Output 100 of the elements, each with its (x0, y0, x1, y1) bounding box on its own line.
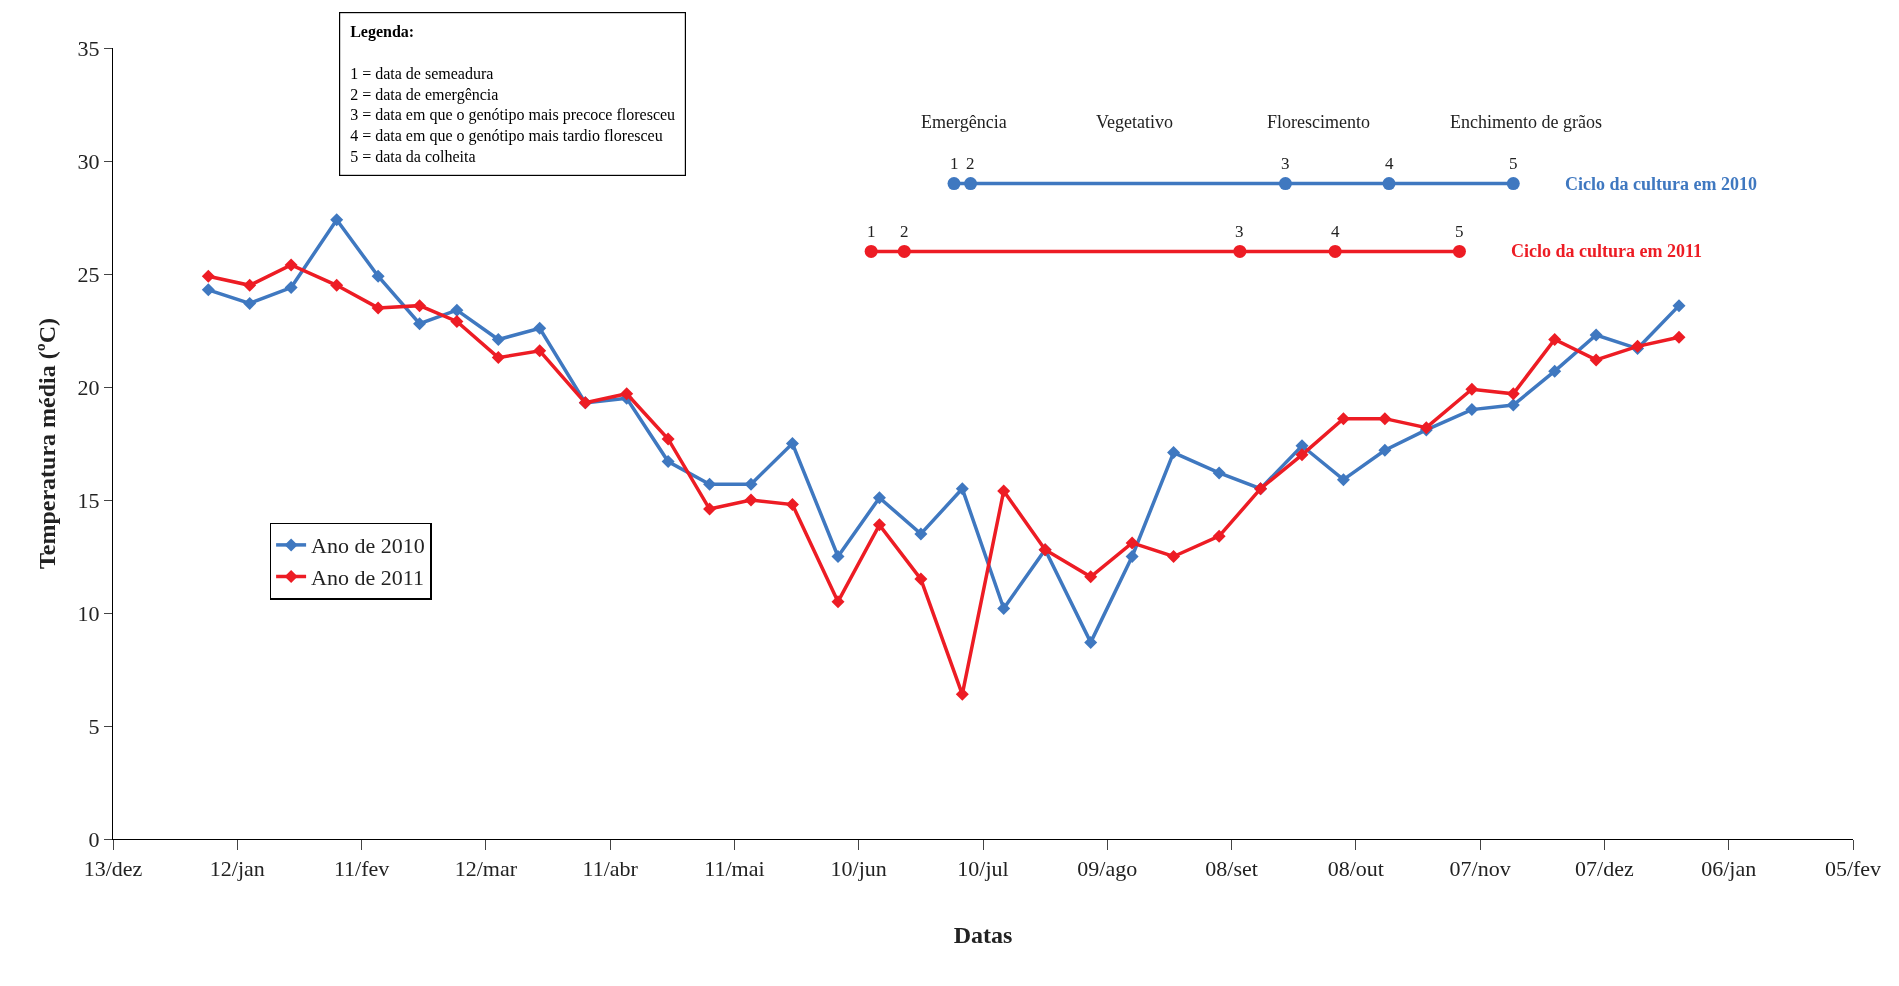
x-axis-title: Datas (953, 921, 1013, 948)
point (955, 482, 969, 496)
point (1452, 244, 1466, 258)
annotation: 3 = data em que o genótipo mais precoce floresceu (350, 106, 676, 125)
point (1212, 466, 1226, 480)
y-tick-label: 15 (77, 487, 100, 513)
point (1506, 398, 1520, 412)
x-tick-label: 13/dez (83, 856, 143, 882)
point (744, 493, 758, 507)
point (831, 550, 845, 563)
point (450, 303, 464, 317)
point (1548, 333, 1562, 347)
point (491, 333, 505, 347)
point (914, 572, 928, 586)
point (533, 344, 547, 358)
point (243, 278, 257, 292)
point (284, 281, 298, 295)
point (997, 484, 1011, 498)
point (897, 244, 911, 258)
annotation: 2 = data de emergência (350, 85, 499, 104)
y-tick-label: 0 (88, 826, 100, 852)
annotation: 3 (1281, 154, 1290, 173)
x-tick-label: 11/abr (582, 856, 639, 882)
point (1589, 328, 1603, 342)
point (1672, 299, 1686, 313)
y-tick-label: 10 (77, 600, 100, 626)
point (1506, 387, 1520, 401)
point (964, 177, 978, 191)
point (661, 455, 675, 469)
y-tick-label: 25 (77, 261, 100, 287)
point (413, 317, 427, 331)
point (997, 601, 1011, 615)
point (872, 518, 886, 532)
annotation: 1 = data de semeadura (350, 64, 494, 82)
point (947, 177, 961, 191)
point (1336, 412, 1350, 426)
point (1167, 550, 1181, 563)
annotation: Vegetativo (1096, 112, 1173, 132)
x-tick-label: 07/nov (1449, 856, 1511, 882)
annotation: 4 = data em que o genótipo mais tardio floresceu (350, 127, 663, 146)
annotation: Enchimento de grãos (1450, 112, 1602, 132)
point (1589, 353, 1603, 367)
point (201, 283, 215, 297)
point (703, 477, 717, 491)
point (864, 244, 878, 258)
point (243, 296, 257, 310)
text: Ciclo da cultura em 2011 (1511, 241, 1702, 261)
point (1465, 403, 1479, 417)
x-tick-label: 08/set (1205, 856, 1258, 882)
point (1212, 529, 1226, 543)
point (1465, 382, 1479, 396)
point (1125, 550, 1139, 563)
point (1506, 177, 1520, 191)
x-tick-label: 11/mai (704, 856, 765, 882)
point (1084, 635, 1098, 649)
x-tick-label: 06/jan (1701, 856, 1757, 882)
point (1084, 570, 1098, 584)
point (620, 387, 634, 401)
point (872, 491, 886, 505)
text: Ciclo da cultura em 2010 (1565, 174, 1757, 194)
point (491, 351, 505, 365)
annotation: 5 (1509, 154, 1518, 173)
point (1378, 412, 1392, 426)
point (831, 595, 845, 609)
point (661, 432, 675, 446)
annotation: Florescimento (1267, 112, 1370, 132)
y-tick-label: 35 (77, 35, 100, 61)
x-tick-label: 12/mar (454, 856, 518, 882)
point (914, 527, 928, 541)
point (284, 258, 298, 272)
annotation: 3 (1235, 222, 1244, 241)
point (1672, 330, 1686, 344)
annotation: Emergência (921, 112, 1007, 132)
point (1336, 473, 1350, 487)
annotation: 5 (1455, 222, 1464, 241)
point (201, 269, 215, 283)
point (1378, 443, 1392, 457)
annotation: 1 (950, 154, 959, 173)
annotation: 5 = data da colheita (350, 148, 476, 165)
annotation: 4 (1331, 222, 1340, 241)
annotation: 2 (966, 154, 975, 173)
point (413, 299, 427, 313)
annotation: 1 (867, 222, 876, 241)
point (785, 437, 799, 450)
point (371, 269, 385, 283)
legend-label: Ano de 2010 (311, 533, 425, 559)
legend-label: Ano de 2011 (311, 565, 424, 591)
y-tick-label: 30 (77, 148, 100, 174)
point (1295, 448, 1309, 462)
x-tick-label: 08/out (1327, 856, 1384, 882)
point (1167, 446, 1181, 460)
point (1125, 536, 1139, 550)
point (703, 502, 717, 516)
point (1278, 177, 1292, 191)
point (330, 213, 344, 227)
point (330, 278, 344, 292)
annotation: 2 (900, 222, 909, 241)
y-tick-label: 5 (88, 713, 100, 739)
text: Legenda: (350, 23, 415, 42)
point (533, 321, 547, 335)
